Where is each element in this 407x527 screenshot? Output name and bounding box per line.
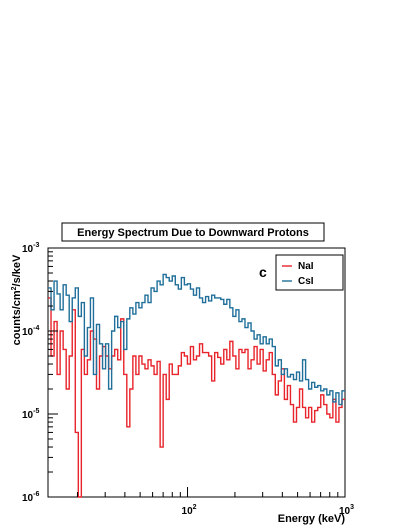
y-tick-label: 10-5: [22, 408, 39, 421]
y-axis-label: counts/cm2/s/keV: [11, 254, 23, 345]
series-line-nai: [48, 297, 345, 498]
x-axis-ticks: [76, 487, 346, 497]
plot-frame: [47, 247, 346, 498]
panel-annotation: c: [259, 264, 267, 280]
x-tick-label: 103: [339, 504, 354, 517]
y-tick-labels: 10-6 10-5 10-4 10-3: [22, 242, 39, 504]
y-axis-ticks: [48, 247, 58, 498]
chart-title: Energy Spectrum Due to Downward Protons: [77, 227, 309, 239]
x-tick-labels: 102 103: [182, 504, 355, 517]
y-tick-label: 10-4: [22, 325, 39, 338]
legend-box: [275, 254, 344, 291]
x-tick-label: 102: [182, 504, 197, 517]
x-axis-label: Energy (keV): [278, 513, 346, 525]
series-line-csi: [48, 273, 345, 406]
legend-label-nai: NaI: [298, 261, 314, 272]
legend-label-csi: CsI: [298, 276, 314, 287]
y-tick-label: 10-6: [22, 491, 39, 504]
y-tick-label: 10-3: [22, 242, 39, 255]
chart-title-box: Energy Spectrum Due to Downward Protons: [61, 222, 325, 242]
legend: NaI CsI: [275, 254, 344, 291]
